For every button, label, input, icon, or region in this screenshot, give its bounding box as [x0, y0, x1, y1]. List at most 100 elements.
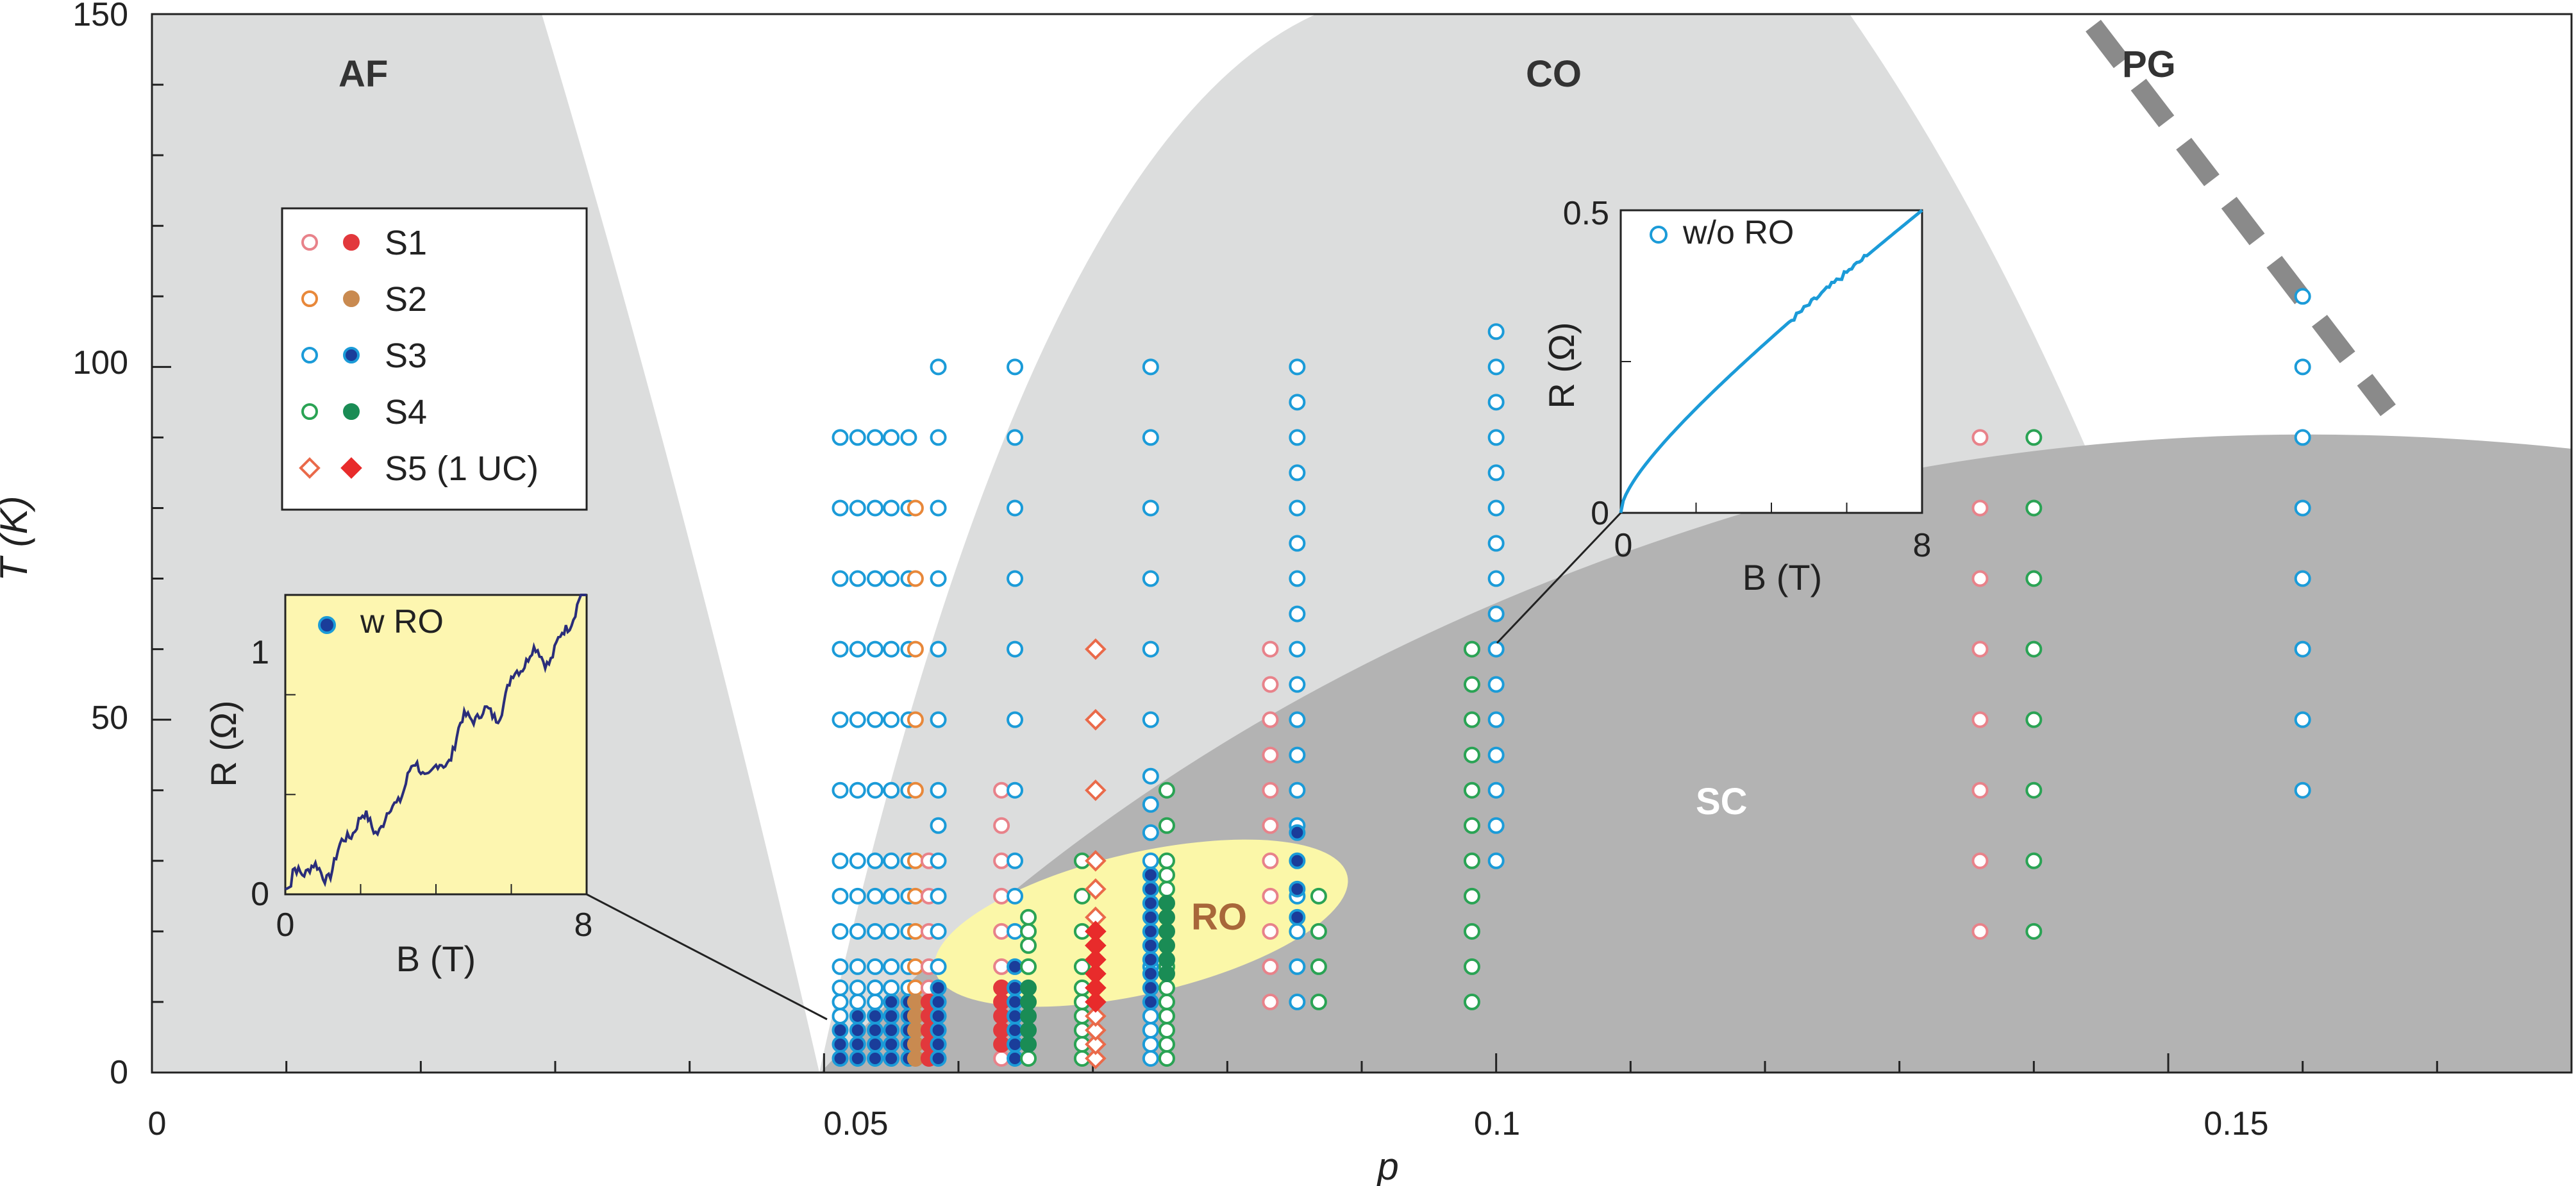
- data-point-s3-filled: [883, 1021, 900, 1039]
- legend-rows: S1 S2 S3 S4 S5 (1 UC): [299, 224, 539, 488]
- data-point-s3-open: [1487, 640, 1505, 658]
- data-point-s1-open: [1971, 923, 1989, 940]
- data-point-s4-open: [1310, 887, 1327, 905]
- data-point-s3-open: [1007, 429, 1024, 446]
- data-point-s3-open: [832, 993, 849, 1010]
- data-point-s3-open: [832, 958, 849, 975]
- data-point-s3-open: [1289, 499, 1306, 517]
- data-point-s1-open: [1262, 887, 1279, 905]
- data-point-s3-filled: [930, 1021, 947, 1039]
- data-point-s4-open: [1310, 958, 1327, 975]
- data-point-s3-filled: [883, 1007, 900, 1024]
- data-point-s4-open: [1020, 1049, 1037, 1067]
- data-point-s3-open: [883, 640, 900, 658]
- data-point-s4-open: [1158, 781, 1175, 799]
- data-point-s3-filled: [1142, 979, 1159, 996]
- data-point-s5-open: [1085, 1005, 1107, 1027]
- data-point-s1-open: [1971, 781, 1989, 799]
- data-point-s3-filled: [930, 1035, 947, 1053]
- data-point-s3-filled: [1142, 951, 1159, 968]
- region-label-af: AF: [339, 53, 388, 95]
- data-point-s4-open: [1158, 979, 1175, 996]
- data-point-s4-open: [2025, 570, 2043, 587]
- data-point-s3-open: [1142, 1021, 1159, 1039]
- data-point-s5-filled: [1085, 949, 1107, 971]
- data-point-s3-open: [1142, 570, 1159, 587]
- inset-w-ro-y-tick-label: 0: [251, 876, 269, 913]
- data-point-s3-open: [1289, 605, 1306, 622]
- data-point-s1-open: [993, 958, 1010, 975]
- legend-marker-s5-filled: [340, 457, 362, 479]
- data-point-s1-open: [1262, 923, 1279, 940]
- data-point-s3-filled: [867, 1035, 884, 1053]
- data-point-s3-open: [1142, 429, 1159, 446]
- data-point-s1-open: [1262, 676, 1279, 693]
- y-tick-label: 100: [72, 344, 128, 381]
- inset-w-ro-x-title: B (T): [396, 939, 476, 979]
- data-point-s4-open: [1463, 852, 1480, 869]
- inset-w-ro-curve: [285, 594, 587, 891]
- data-point-s3-open: [1487, 852, 1505, 869]
- data-point-s3-open: [883, 979, 900, 996]
- data-point-s5-open: [1085, 1019, 1107, 1041]
- data-point-s3-filled: [930, 993, 947, 1010]
- ro-region: [934, 839, 1348, 1007]
- data-point-s1-filled: [993, 993, 1010, 1010]
- data-point-s3-open: [867, 923, 884, 940]
- legend-marker-s1-open: [301, 234, 318, 251]
- data-point-s1-open: [993, 1049, 1010, 1067]
- legend-marker-s3-open: [301, 347, 318, 363]
- data-point-s1-open: [1971, 499, 1989, 517]
- data-point-s4-open: [1463, 817, 1480, 834]
- data-point-s3-open: [1142, 824, 1159, 841]
- data-point-s4-open: [2025, 499, 2043, 517]
- data-point-s3-open: [1487, 781, 1505, 799]
- data-point-s3-filled: [1289, 852, 1306, 869]
- data-point-s3-filled: [849, 1007, 866, 1024]
- inset-connector-wo-ro: [1496, 512, 1622, 644]
- y-tick-label: 150: [72, 0, 128, 33]
- data-point-s1-open: [1971, 640, 1989, 658]
- phase-regions: [152, 14, 2572, 1073]
- data-point-s3-open: [867, 499, 884, 517]
- data-point-s5-filled: [1085, 963, 1107, 985]
- inset-wo-ro: w/o RO 0 8 0 0.5 B (T) R (Ω): [1541, 195, 1931, 597]
- data-point-s3-open: [867, 887, 884, 905]
- data-point-s3-open: [883, 887, 900, 905]
- data-point-s3-open: [1007, 640, 1024, 658]
- data-point-s3-open: [849, 499, 866, 517]
- data-point-s1-open: [1971, 570, 1989, 587]
- data-point-s3-filled: [1142, 923, 1159, 940]
- data-point-s4-filled: [1158, 965, 1175, 982]
- data-point-s4-filled: [1158, 908, 1175, 926]
- data-point-s3-filled: [1142, 880, 1159, 898]
- data-point-s5-open: [1085, 878, 1107, 900]
- data-point-s3-open: [2294, 781, 2311, 799]
- inset-wo-ro-x-tick-label: 8: [1913, 527, 1932, 564]
- data-point-s3-open: [1289, 676, 1306, 693]
- data-point-s3-open: [1487, 323, 1505, 340]
- data-point-s1-open: [1262, 958, 1279, 975]
- legend-label-s5: S5 (1 UC): [385, 449, 539, 488]
- legend-box: [281, 207, 588, 511]
- data-point-s3-filled: [849, 1021, 866, 1039]
- data-point-s3-open: [849, 993, 866, 1010]
- data-point-s5-open: [1085, 779, 1107, 801]
- data-point-s1-open: [1262, 746, 1279, 764]
- data-point-s3-open: [1007, 570, 1024, 587]
- x-tick-label: 0: [148, 1105, 167, 1142]
- data-point-s2-open: [907, 923, 924, 940]
- data-markers: [832, 288, 2311, 1069]
- data-point-s3-filled: [1007, 993, 1024, 1010]
- data-point-s3-open: [832, 711, 849, 728]
- data-point-s3-open: [930, 817, 947, 834]
- data-point-s3-open: [1487, 394, 1505, 411]
- data-point-s1-open: [993, 887, 1010, 905]
- data-point-s3-filled: [1007, 1007, 1024, 1024]
- data-point-s3-open: [1289, 923, 1306, 940]
- data-point-s3-open: [2294, 640, 2311, 658]
- data-point-s2-open: [907, 887, 924, 905]
- data-point-s3-filled: [883, 993, 900, 1010]
- data-point-s1-open: [1971, 852, 1989, 869]
- data-point-s3-open: [1007, 358, 1024, 376]
